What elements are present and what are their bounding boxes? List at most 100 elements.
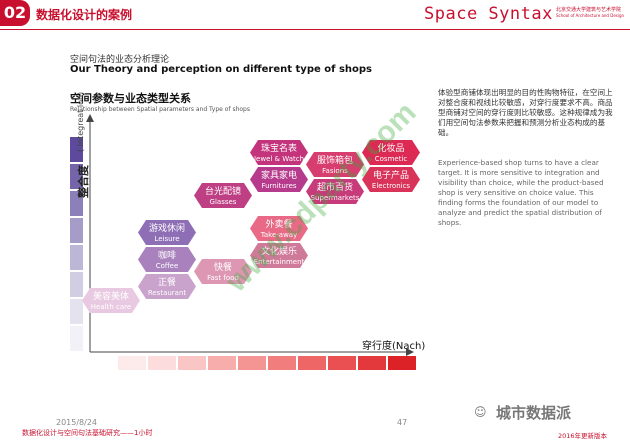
choice-scale-block — [388, 356, 416, 370]
shop-type-label-en: Cosmetic — [375, 155, 408, 163]
shop-type-label-cn: 家具家电 — [261, 169, 297, 181]
description-cn: 体验型商铺体现出明显的目的性购物特征，在空间上对整合度和视线比较敏感，对穿行度要… — [438, 88, 613, 137]
footer-date: 2015/8/24 — [56, 418, 98, 427]
publisher-logo: 城市数据派 — [496, 404, 572, 422]
shop-type-label-en: Leisure — [154, 235, 179, 243]
hexagon-shape — [250, 167, 308, 192]
y-axis-label-cn: 整合度 — [77, 165, 90, 198]
choice-scale-block — [298, 356, 326, 370]
x-axis-label: 穿行度(Nach) — [362, 341, 426, 352]
integration-scale-block — [70, 137, 83, 162]
shop-type-label-cn: 正餐 — [158, 276, 176, 288]
hexagon-shape — [194, 259, 252, 284]
shop-type-label-cn: 超市百货 — [317, 181, 353, 193]
choice-scale-block — [328, 356, 356, 370]
shop-type-label-en: Health care — [91, 303, 131, 311]
choice-scale-block — [208, 356, 236, 370]
section-title-cn: 空间句法的业态分析理论 — [70, 55, 170, 65]
shop-type-label-cn: 文化娱乐 — [261, 245, 297, 257]
school-name: 北京交通大学建筑与艺术学院 — [556, 7, 622, 13]
choice-scale-block — [268, 356, 296, 370]
shop-type-label-cn: 咖啡 — [158, 249, 176, 261]
shop-type-label-cn: 快餐 — [214, 261, 232, 273]
shop-type-label-en: Jewel & Watch — [253, 155, 304, 163]
integration-scale-block — [70, 245, 83, 270]
shop-type-label-cn: 化妆品 — [377, 142, 404, 154]
choice-scale — [118, 356, 416, 370]
hexagon-shape — [138, 247, 196, 272]
hexagon-shape — [194, 183, 252, 208]
shop-type-label-en: Fast food — [207, 274, 239, 282]
header-title: 数据化设计的案例 — [36, 8, 133, 22]
section-number-badge: 02 — [0, 0, 30, 26]
choice-scale-block — [238, 356, 266, 370]
wechat-icon: ☺ — [474, 405, 487, 419]
integration-scale — [70, 137, 83, 351]
brand-title: Space Syntax — [424, 4, 553, 24]
hexagon-shape — [138, 274, 196, 299]
section-title-en: Our Theory and perception on different t… — [70, 64, 372, 75]
choice-scale-block — [178, 356, 206, 370]
shop-type-label-en: Coffee — [156, 262, 179, 270]
diagram-title-cn: 空间参数与业态类型关系 — [70, 92, 191, 105]
shop-type-label-en: Fasions — [322, 167, 348, 175]
choice-scale-block — [358, 356, 386, 370]
shop-type-label-cn: 服饰箱包 — [317, 154, 353, 166]
shop-type-label-cn: 美容美体 — [93, 290, 129, 302]
shop-type-label-en: Restaurant — [148, 289, 187, 297]
hexagon-shape — [362, 167, 420, 192]
shop-type-label-cn: 台光配镜 — [205, 185, 241, 197]
page-number: 47 — [397, 418, 408, 427]
school-name-en: School of Architecture and Design — [556, 13, 625, 18]
shop-type-label-en: Supermarkets — [311, 194, 360, 202]
choice-scale-block — [148, 356, 176, 370]
hexagon-shape — [138, 220, 196, 245]
hexagon-shape — [306, 179, 364, 204]
shop-type-label-en: Electronics — [372, 182, 411, 190]
shop-type-label-en: Glasses — [210, 198, 237, 206]
diagram-title-en: Relationship between Spatial parameters … — [70, 106, 250, 113]
hexagon-shape — [82, 288, 140, 313]
shop-type-label-cn: 珠宝名表 — [261, 142, 297, 154]
integration-scale-block — [70, 164, 83, 189]
footer-course: 数据化设计与空间句法基础研究——1小时 — [22, 429, 153, 437]
hexagon-shape — [250, 216, 308, 241]
integration-scale-block — [70, 272, 83, 297]
integration-scale-block — [70, 326, 83, 351]
shop-type-label-en: Take-away — [260, 231, 298, 239]
hexagon-shape — [250, 140, 308, 165]
hexagon-shape — [306, 152, 364, 177]
shop-type-label-cn: 电子产品 — [373, 169, 409, 181]
integration-scale-block — [70, 191, 83, 216]
choice-scale-block — [118, 356, 146, 370]
x-axis-arrow — [406, 348, 414, 356]
y-axis-arrow — [86, 114, 94, 122]
hexagon-shape — [362, 140, 420, 165]
shop-type-label-en: Furnitures — [261, 182, 296, 190]
footer-version: 2016年更新版本 — [558, 432, 608, 440]
integration-scale-block — [70, 299, 83, 324]
shop-type-label-cn: 外卖餐 — [265, 218, 292, 230]
integration-scale-block — [70, 218, 83, 243]
shop-type-label-cn: 游戏休闲 — [149, 222, 185, 234]
header-divider — [0, 29, 630, 30]
description-en: Experience-based shop turns to have a cl… — [438, 158, 604, 227]
shop-type-label-en: Entertainment — [254, 258, 305, 266]
hexagon-shape — [250, 243, 308, 268]
y-axis-label-en: ( Integreat ion) — [76, 91, 85, 152]
